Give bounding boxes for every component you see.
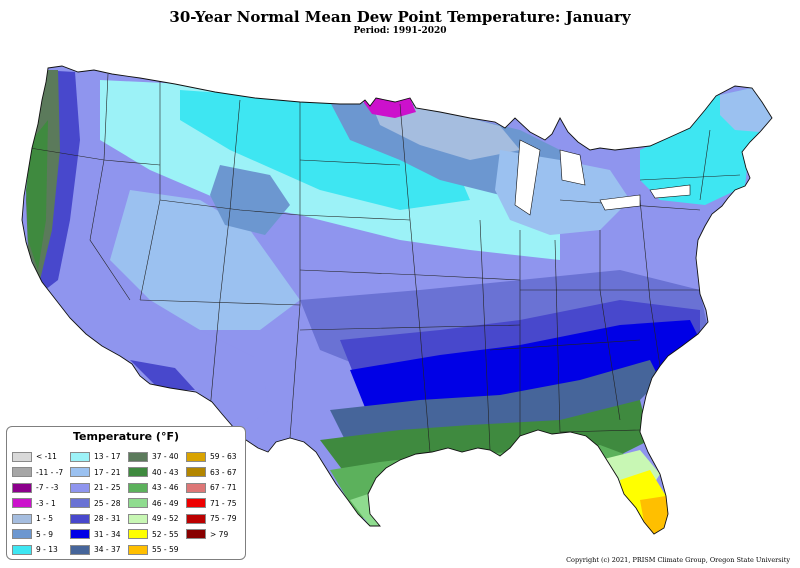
state-borders — [29, 73, 741, 453]
legend-label: 1 - 5 — [36, 514, 54, 524]
legend-label: 55 - 59 — [152, 545, 179, 555]
legend-item: -7 - -3 — [12, 480, 70, 496]
map-title: 30-Year Normal Mean Dew Point Temperatur… — [169, 8, 631, 26]
legend-swatch — [128, 451, 148, 462]
legend-swatch — [12, 467, 32, 478]
dew-point-map — [21, 65, 773, 535]
legend-item: -3 - 1 — [12, 496, 70, 512]
legend-label: 37 - 40 — [152, 452, 179, 462]
legend-item: 1 - 5 — [12, 511, 70, 527]
legend-item: 25 - 28 — [70, 496, 128, 512]
legend-label: 63 - 67 — [210, 467, 237, 477]
legend-swatch — [70, 467, 90, 478]
legend-swatch — [12, 513, 32, 524]
legend-item: > 79 — [186, 527, 244, 543]
map-subtitle: Period: 1991-2020 — [353, 26, 447, 36]
legend-label: 25 - 28 — [94, 498, 121, 508]
legend-item: 67 - 71 — [186, 480, 244, 496]
copyright-notice: Copyright (c) 2021, PRISM Climate Group,… — [566, 556, 790, 564]
legend-swatch — [70, 451, 90, 462]
legend-swatch — [12, 482, 32, 493]
legend-item: 52 - 55 — [128, 527, 186, 543]
legend-swatch — [186, 513, 206, 524]
legend-item: 46 - 49 — [128, 496, 186, 512]
legend-swatch — [70, 482, 90, 493]
legend-label: 28 - 31 — [94, 514, 121, 524]
legend-swatch — [128, 513, 148, 524]
legend-swatch — [186, 482, 206, 493]
legend-item: 31 - 34 — [70, 527, 128, 543]
legend-label: 49 - 52 — [152, 514, 179, 524]
legend-item: 43 - 46 — [128, 480, 186, 496]
legend-swatch — [128, 544, 148, 555]
legend-label: 5 - 9 — [36, 529, 54, 539]
legend-label: 9 - 13 — [36, 545, 58, 555]
temperature-legend: Temperature (°F) < -11 -11 - -7 -7 - -3 -3 … — [6, 426, 246, 560]
legend-item: 28 - 31 — [70, 511, 128, 527]
legend-label: 59 - 63 — [210, 452, 237, 462]
legend-label: 40 - 43 — [152, 467, 179, 477]
legend-item: 9 - 13 — [12, 542, 70, 558]
legend-swatch — [70, 513, 90, 524]
legend-label: 21 - 25 — [94, 483, 121, 493]
legend-label: < -11 — [36, 452, 57, 462]
legend-label: -3 - 1 — [36, 498, 56, 508]
legend-swatch — [70, 498, 90, 509]
legend-swatch — [128, 498, 148, 509]
legend-swatch — [12, 498, 32, 509]
legend-label: -7 - -3 — [36, 483, 59, 493]
legend-item: 55 - 59 — [128, 542, 186, 558]
legend-title: Temperature (°F) — [72, 430, 180, 443]
great-lakes — [514, 139, 691, 216]
legend-item: 34 - 37 — [70, 542, 128, 558]
legend-swatch — [70, 529, 90, 540]
legend-item: 40 - 43 — [128, 465, 186, 481]
legend-label: -11 - -7 — [36, 467, 64, 477]
legend-item: -11 - -7 — [12, 465, 70, 481]
legend-label: 52 - 55 — [152, 529, 179, 539]
legend-label: 43 - 46 — [152, 483, 179, 493]
legend-swatch — [128, 482, 148, 493]
legend-label: 67 - 71 — [210, 483, 237, 493]
legend-item: 37 - 40 — [128, 449, 186, 465]
legend-label: 71 - 75 — [210, 498, 237, 508]
legend-item: < -11 — [12, 449, 70, 465]
legend-item: 13 - 17 — [70, 449, 128, 465]
legend-swatch — [186, 451, 206, 462]
legend-grid: < -11 -11 - -7 -7 - -3 -3 - 1 1 - 5 5 - 9 9 - … — [12, 449, 244, 558]
legend-item: 59 - 63 — [186, 449, 244, 465]
legend-label: 17 - 21 — [94, 467, 121, 477]
legend-item: 5 - 9 — [12, 527, 70, 543]
legend-label: 31 - 34 — [94, 529, 121, 539]
legend-swatch — [128, 467, 148, 478]
legend-swatch — [128, 529, 148, 540]
legend-swatch — [12, 529, 32, 540]
legend-item: 21 - 25 — [70, 480, 128, 496]
legend-swatch — [12, 544, 32, 555]
legend-item: 63 - 67 — [186, 465, 244, 481]
legend-swatch — [186, 529, 206, 540]
legend-swatch — [70, 544, 90, 555]
legend-label: 13 - 17 — [94, 452, 121, 462]
legend-item: 17 - 21 — [70, 465, 128, 481]
legend-item: 71 - 75 — [186, 496, 244, 512]
legend-label: 75 - 79 — [210, 514, 237, 524]
legend-swatch — [12, 451, 32, 462]
legend-item: 75 - 79 — [186, 511, 244, 527]
legend-swatch — [186, 498, 206, 509]
legend-swatch — [186, 467, 206, 478]
legend-label: > 79 — [210, 529, 229, 539]
legend-item: 49 - 52 — [128, 511, 186, 527]
legend-label: 34 - 37 — [94, 545, 121, 555]
legend-label: 46 - 49 — [152, 498, 179, 508]
